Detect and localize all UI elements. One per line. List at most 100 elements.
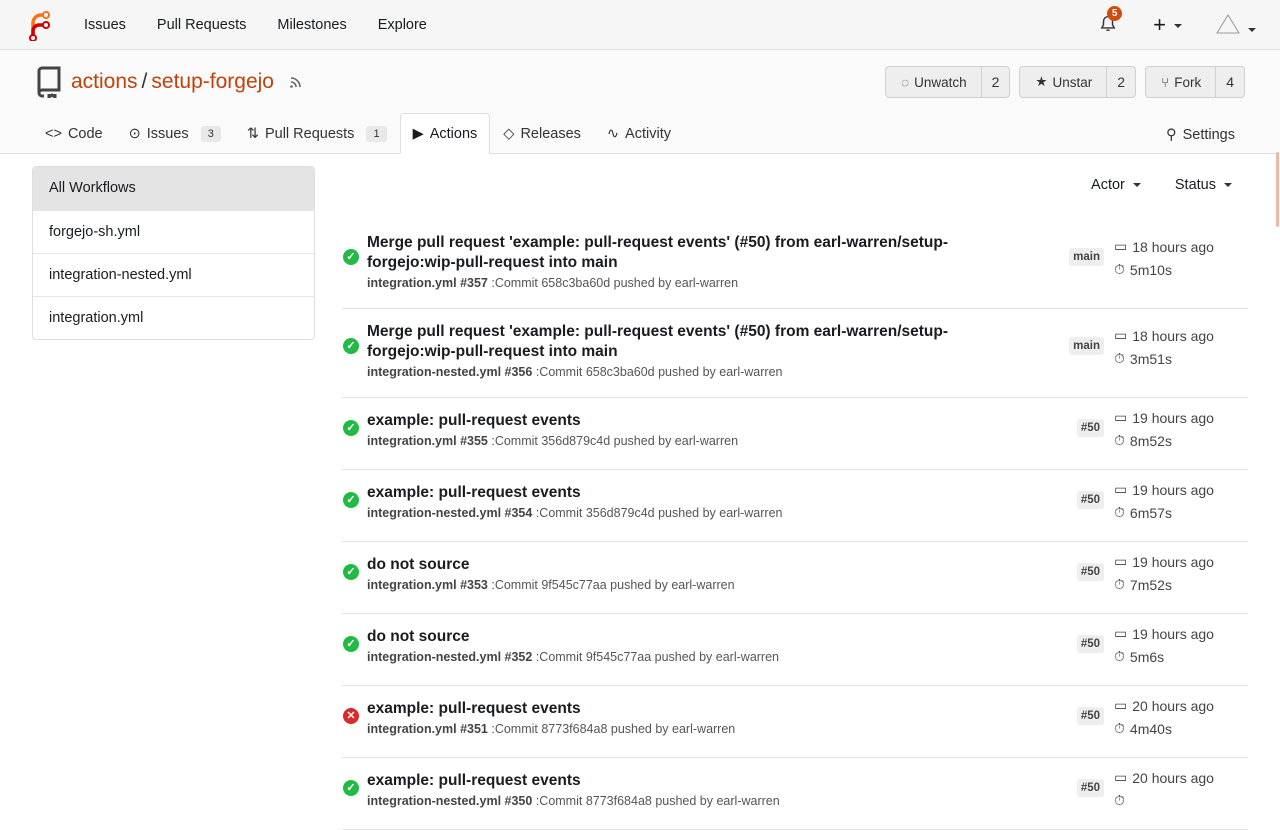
tab-label: Pull Requests	[264, 126, 355, 142]
workflow-link[interactable]: integration-nested.yml #352	[367, 650, 533, 664]
actor-filter[interactable]: Actor	[1091, 177, 1141, 193]
run-title-link[interactable]: Merge pull request 'example: pull-reques…	[367, 323, 949, 360]
check-circle-icon: ✓	[343, 338, 359, 354]
run-time: ▭ 18 hours ago	[1114, 324, 1214, 347]
nav-pull-requests[interactable]: Pull Requests	[156, 16, 247, 33]
user-menu[interactable]	[1216, 13, 1256, 37]
run-title-link[interactable]: example: pull-request events	[367, 484, 581, 501]
run-duration: ⏱ 8m52s	[1114, 429, 1214, 452]
caret-down-icon	[1132, 183, 1141, 188]
caret-down-icon	[1248, 27, 1256, 32]
status-filter[interactable]: Status	[1175, 177, 1232, 193]
nav-milestones[interactable]: Milestones	[277, 16, 347, 33]
ref-label[interactable]: #50	[1076, 707, 1104, 725]
check-circle-icon: ✓	[343, 492, 359, 508]
sidebar-item-forgejo-sh[interactable]: forgejo-sh.yml	[33, 210, 314, 253]
watchers-count[interactable]: 2	[991, 74, 1000, 90]
workflow-link[interactable]: integration.yml #355	[367, 434, 488, 448]
tab-pull-requests[interactable]: ⇅ Pull Requests 1	[234, 113, 400, 154]
run-time: ▭ 19 hours ago	[1114, 406, 1214, 429]
run-row: ✓ do not source integration.yml #353 :Co…	[342, 542, 1248, 614]
forgejo-logo[interactable]	[27, 9, 51, 41]
notifications-button[interactable]: 5	[1099, 6, 1123, 35]
repo-icon	[37, 66, 61, 98]
run-subtitle: integration.yml #351 :Commit 8773f684a8 …	[367, 722, 1248, 736]
run-row: ✓ example: pull-request events integrati…	[342, 398, 1248, 470]
stopwatch-icon: ⏱	[1114, 792, 1125, 808]
workflow-link[interactable]: integration-nested.yml #356	[367, 365, 533, 379]
ref-label[interactable]: main	[1069, 248, 1104, 266]
unwatch-button[interactable]: ◌ Unwatch 2	[885, 66, 1011, 98]
run-row: ✓ Merge pull request 'example: pull-requ…	[342, 309, 1248, 398]
ref-label[interactable]: main	[1069, 337, 1104, 355]
time-text: 18 hours ago	[1132, 327, 1214, 344]
stopwatch-icon: ⏱	[1114, 261, 1125, 277]
scrollbar[interactable]	[1276, 152, 1279, 227]
notification-count: 5	[1107, 6, 1123, 21]
tab-releases[interactable]: ◇ Releases	[490, 113, 594, 154]
sidebar-item-integration[interactable]: integration.yml	[33, 296, 314, 339]
issue-icon: ⊙	[128, 126, 141, 142]
check-circle-icon: ✓	[343, 564, 359, 580]
duration-text: 5m6s	[1129, 648, 1165, 665]
ref-label[interactable]: #50	[1076, 779, 1104, 797]
workflow-link[interactable]: integration.yml #357	[367, 276, 488, 290]
unstar-button[interactable]: ★ Unstar 2	[1019, 66, 1137, 98]
run-subtitle: integration.yml #357 :Commit 658c3ba60d …	[367, 276, 1248, 290]
nav-issues[interactable]: Issues	[84, 16, 126, 33]
check-circle-icon: ✓	[343, 636, 359, 652]
x-circle-icon: ✕	[343, 708, 359, 724]
run-row: ✓ example: pull-request events integrati…	[342, 470, 1248, 542]
time-text: 20 hours ago	[1132, 769, 1214, 786]
calendar-icon: ▭	[1114, 769, 1128, 785]
stopwatch-icon: ⏱	[1114, 350, 1125, 366]
repo-name-link[interactable]: setup-forgejo	[151, 70, 274, 93]
workflow-link[interactable]: integration.yml #353	[367, 578, 488, 592]
commit-info: :Commit 8773f684a8 pushed by earl-warren	[491, 722, 736, 736]
workflow-link[interactable]: integration.yml #351	[367, 722, 488, 736]
duration-text: 3m51s	[1129, 350, 1172, 367]
run-subtitle: integration-nested.yml #352 :Commit 9f54…	[367, 650, 1248, 664]
run-title-link[interactable]: Merge pull request 'example: pull-reques…	[367, 234, 949, 271]
fork-button[interactable]: ⑂ Fork 4	[1145, 66, 1245, 98]
ref-label[interactable]: #50	[1076, 563, 1104, 581]
run-duration: ⏱ 4m40s	[1114, 717, 1214, 740]
sidebar-item-all-workflows[interactable]: All Workflows	[33, 167, 314, 210]
pull-request-icon: ⇅	[246, 126, 259, 142]
tab-activity[interactable]: ∿ Activity	[594, 113, 684, 154]
run-title-link[interactable]: do not source	[367, 628, 470, 645]
tab-settings[interactable]: ⚲ Settings	[1166, 127, 1235, 143]
ref-label[interactable]: #50	[1076, 635, 1104, 653]
calendar-icon: ▭	[1114, 327, 1128, 343]
tab-code[interactable]: <> Code	[32, 113, 116, 154]
run-title-link[interactable]: example: pull-request events	[367, 700, 581, 717]
run-row: ✓ example: pull-request events integrati…	[342, 758, 1248, 830]
sidebar-item-integration-nested[interactable]: integration-nested.yml	[33, 253, 314, 296]
time-text: 19 hours ago	[1132, 481, 1214, 498]
run-duration: ⏱ 5m10s	[1114, 258, 1214, 281]
repo-owner-link[interactable]: actions	[71, 70, 138, 93]
time-text: 19 hours ago	[1132, 409, 1214, 426]
calendar-icon: ▭	[1114, 238, 1128, 254]
tab-issues[interactable]: ⊙ Issues 3	[116, 113, 234, 154]
nav-explore[interactable]: Explore	[377, 16, 427, 33]
forks-count[interactable]: 4	[1226, 74, 1234, 90]
ref-label[interactable]: #50	[1076, 419, 1104, 437]
commit-info: :Commit 9f545c77aa pushed by earl-warren	[491, 578, 735, 592]
fork-label: Fork	[1174, 74, 1202, 90]
workflow-link[interactable]: integration-nested.yml #354	[367, 506, 533, 520]
run-title-link[interactable]: example: pull-request events	[367, 412, 581, 429]
run-title-link[interactable]: do not source	[367, 556, 470, 573]
commit-info: :Commit 9f545c77aa pushed by earl-warren	[535, 650, 779, 664]
rss-icon[interactable]	[288, 74, 304, 90]
run-subtitle: integration-nested.yml #354 :Commit 356d…	[367, 506, 1248, 520]
duration-text: 5m10s	[1129, 261, 1172, 278]
tools-icon: ⚲	[1165, 127, 1177, 143]
ref-label[interactable]: #50	[1076, 491, 1104, 509]
run-title-link[interactable]: example: pull-request events	[367, 772, 581, 789]
stars-count[interactable]: 2	[1117, 74, 1126, 90]
tab-actions[interactable]: ▶ Actions	[399, 113, 491, 154]
create-menu[interactable]: +	[1153, 12, 1182, 38]
workflow-link[interactable]: integration-nested.yml #350	[367, 794, 533, 808]
run-duration: ⏱ 3m51s	[1114, 347, 1214, 370]
